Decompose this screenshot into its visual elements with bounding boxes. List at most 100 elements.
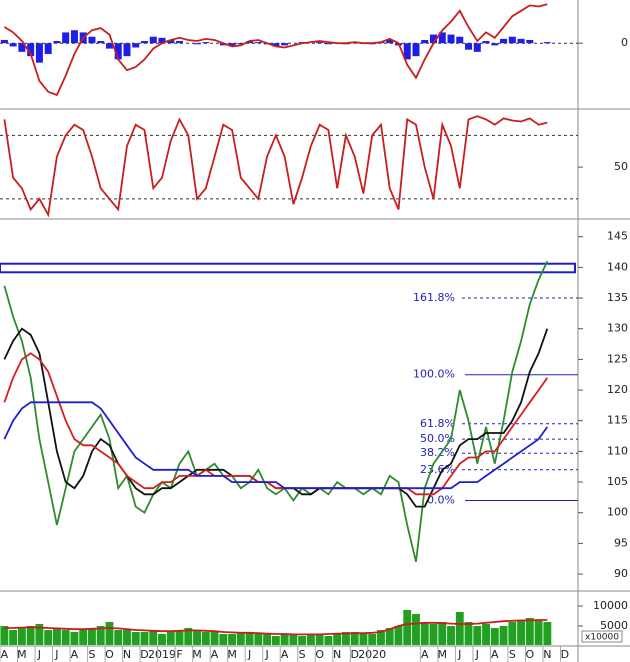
bar — [412, 43, 420, 57]
bar — [403, 43, 411, 60]
bar — [280, 634, 289, 645]
y-tick-label: 145 — [607, 230, 628, 243]
bar — [385, 628, 394, 645]
bar — [105, 622, 114, 645]
bar — [140, 632, 149, 645]
bar — [324, 43, 332, 45]
bar — [473, 43, 481, 52]
bar — [272, 43, 280, 47]
bar — [88, 36, 96, 44]
bar — [167, 39, 175, 44]
bar — [508, 36, 516, 44]
bar — [386, 39, 394, 44]
x-tick-label: 2019 — [148, 648, 176, 661]
bar — [429, 34, 438, 44]
bar — [289, 634, 298, 645]
line — [3, 401, 549, 490]
x-tick-label: N — [123, 648, 131, 661]
bar — [27, 43, 35, 57]
x-tick-label: O — [105, 648, 114, 661]
bar — [96, 626, 105, 645]
bar — [245, 632, 254, 645]
bar — [88, 628, 96, 645]
bar — [114, 43, 122, 60]
bar — [149, 630, 158, 645]
bar — [394, 626, 403, 645]
fib-label: 38.2% — [420, 446, 455, 459]
bar — [219, 634, 228, 645]
bar — [350, 632, 359, 645]
fib-label: 100.0% — [413, 368, 455, 381]
y-unit: x10000 — [585, 633, 619, 643]
bar — [341, 632, 350, 645]
x-tick-label: S — [509, 648, 516, 661]
bar — [534, 620, 543, 645]
bar — [465, 43, 473, 50]
bar — [70, 30, 78, 44]
bar — [0, 626, 9, 645]
x-tick-label: M — [227, 648, 237, 661]
bar — [438, 622, 447, 645]
line — [3, 3, 548, 97]
bar — [193, 43, 201, 45]
bar — [263, 634, 272, 645]
bar — [123, 43, 131, 57]
bar — [447, 34, 455, 44]
bar — [149, 36, 157, 44]
bar — [306, 634, 315, 645]
bar — [316, 42, 324, 44]
x-tick-label: N — [543, 648, 551, 661]
bar — [490, 628, 499, 645]
bar — [193, 630, 201, 645]
bar — [105, 43, 113, 49]
bar — [219, 43, 227, 46]
x-tick-label: A — [1, 648, 9, 661]
bar — [131, 632, 140, 645]
unit-box — [581, 630, 623, 643]
bar — [17, 628, 26, 645]
bar — [52, 628, 61, 645]
bar — [132, 43, 140, 48]
bar — [403, 610, 412, 645]
bar — [499, 626, 508, 645]
bar — [455, 612, 464, 645]
bar — [44, 630, 53, 645]
bar — [447, 626, 455, 645]
fib-label: 50.0% — [420, 432, 455, 445]
bar — [368, 634, 377, 645]
bar — [377, 630, 385, 645]
bar — [333, 634, 342, 645]
x-tick-label: A — [281, 648, 289, 661]
line — [3, 260, 549, 563]
bar — [543, 42, 551, 44]
bar — [228, 634, 237, 645]
x-tick-label: M — [192, 648, 202, 661]
y-tick-label: 10000 — [593, 599, 628, 612]
y-tick-label: 125 — [607, 352, 628, 365]
bar — [456, 36, 464, 44]
bar — [315, 634, 324, 645]
bar — [166, 632, 175, 645]
bar — [123, 630, 131, 645]
x-tick-label: M — [17, 648, 27, 661]
x-tick-label: A — [211, 648, 219, 661]
line — [3, 115, 548, 218]
bar — [254, 634, 263, 645]
bar — [202, 42, 210, 44]
x-tick-label: F — [176, 648, 182, 661]
y-tick-label: 120 — [607, 383, 628, 396]
bar — [543, 622, 552, 645]
bar — [0, 39, 8, 44]
line — [3, 352, 549, 496]
fib-label: 61.8% — [420, 417, 455, 430]
bar — [97, 41, 105, 44]
bar — [421, 39, 429, 44]
x-tick-label: D — [350, 648, 358, 661]
y-tick-label: 130 — [607, 322, 628, 335]
x-tick-label: J — [54, 648, 58, 661]
bar — [140, 41, 149, 44]
x-tick-label: D — [140, 648, 148, 661]
bar — [438, 32, 446, 44]
bar — [429, 624, 438, 645]
